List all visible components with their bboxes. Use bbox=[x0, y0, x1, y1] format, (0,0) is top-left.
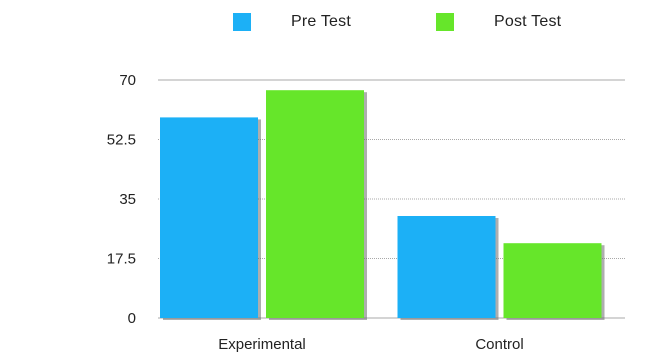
x-axis-ticks: Experimental Control bbox=[218, 336, 523, 353]
legend-item-post-test: Post Test bbox=[436, 13, 561, 31]
y-tick-label: 52.5 bbox=[107, 132, 136, 149]
legend: Pre Test Post Test bbox=[0, 8, 664, 38]
bar-pre-test-control bbox=[397, 216, 496, 318]
x-tick-label: Experimental bbox=[218, 336, 306, 353]
y-axis-ticks: 0 17.5 35 52.5 70 bbox=[107, 72, 136, 327]
bars bbox=[160, 90, 605, 321]
bar-post-test-experimental bbox=[266, 90, 364, 318]
legend-label-post-test: Post Test bbox=[494, 13, 562, 30]
legend-swatch-pre-test bbox=[233, 13, 251, 31]
legend-label-pre-test: Pre Test bbox=[291, 13, 351, 30]
bar-pre-test-experimental bbox=[160, 117, 258, 319]
y-tick-label: 0 bbox=[128, 310, 136, 327]
x-tick-label: Control bbox=[475, 336, 523, 353]
y-tick-label: 35 bbox=[119, 191, 136, 208]
legend-swatch-post-test bbox=[436, 13, 454, 31]
y-tick-label: 17.5 bbox=[107, 251, 136, 268]
y-tick-label: 70 bbox=[119, 72, 136, 89]
bar-post-test-control bbox=[503, 243, 602, 318]
legend-item-pre-test: Pre Test bbox=[233, 13, 351, 31]
